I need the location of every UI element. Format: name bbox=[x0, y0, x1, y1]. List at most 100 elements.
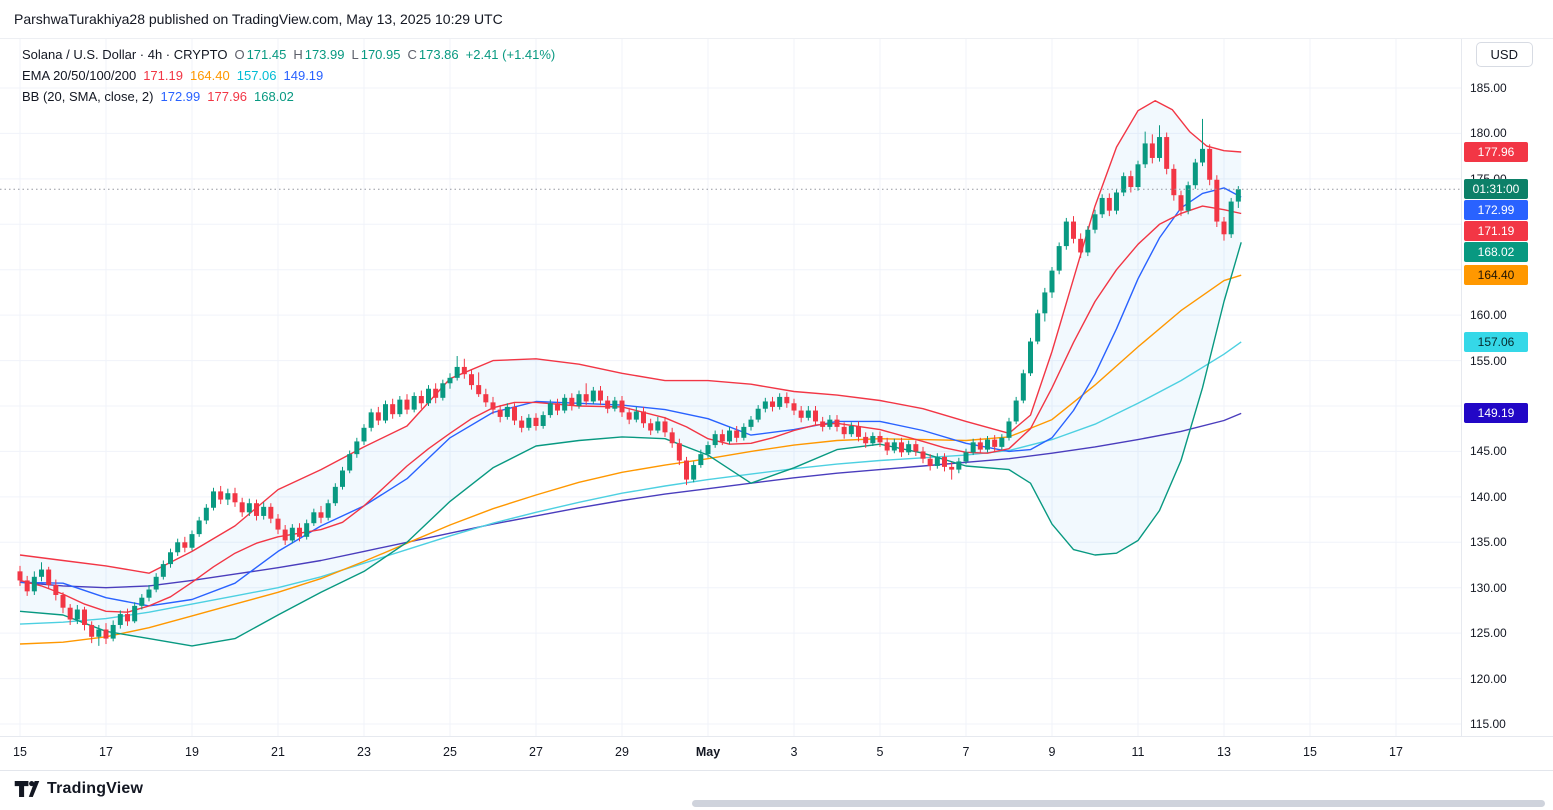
overlay-ema-50 bbox=[19, 274, 1242, 645]
time-axis-label: 3 bbox=[790, 745, 798, 759]
candle-body bbox=[1035, 313, 1041, 342]
candle-body bbox=[418, 396, 424, 404]
candle-body bbox=[519, 420, 525, 428]
candle-body bbox=[232, 493, 238, 503]
candle-body bbox=[540, 415, 546, 426]
candle-body bbox=[1178, 195, 1184, 211]
candle-body bbox=[884, 442, 890, 451]
currency-toggle-button[interactable]: USD bbox=[1475, 42, 1533, 67]
candle-body bbox=[1214, 179, 1220, 222]
candle-body bbox=[762, 401, 768, 409]
candle-body bbox=[1085, 229, 1091, 253]
candle-body bbox=[497, 409, 503, 417]
price-axis[interactable]: 185.00180.00175.00160.00155.00145.00140.… bbox=[1461, 38, 1553, 736]
ohlc-close: C 173.86 bbox=[407, 47, 459, 62]
tradingview-logo-text: TradingView bbox=[47, 780, 144, 797]
time-axis-label: 29 bbox=[615, 745, 629, 759]
change-value: +2.41 (+1.41%) bbox=[465, 47, 556, 62]
candle-body bbox=[332, 486, 338, 504]
legend-bb-row[interactable]: BB (20, SMA, close, 2) 172.99 177.96 168… bbox=[22, 88, 555, 105]
candle-body bbox=[103, 629, 109, 639]
candle-body bbox=[734, 430, 740, 438]
candle-body bbox=[856, 425, 862, 437]
price-axis-label: 180.00 bbox=[1470, 126, 1507, 141]
candle-body bbox=[411, 396, 417, 410]
candle-body bbox=[60, 594, 66, 608]
candle-body bbox=[891, 442, 897, 451]
bb-indicator-title[interactable]: BB (20, SMA, close, 2) bbox=[22, 89, 154, 104]
candle-body bbox=[684, 460, 690, 480]
candle-body bbox=[239, 502, 245, 513]
candle-body bbox=[31, 576, 37, 592]
ema20-badge: 171.19 bbox=[1464, 221, 1528, 242]
legend-ema-row[interactable]: EMA 20/50/100/200 171.19 164.40 157.06 1… bbox=[22, 67, 555, 84]
candle-body bbox=[160, 564, 166, 577]
candle-body bbox=[834, 419, 840, 427]
candle-body bbox=[691, 465, 697, 480]
candle-body bbox=[132, 605, 138, 622]
time-axis[interactable]: 15 17 19 21 23 25 27 29 May 3 5 7 9 11 13 15 17 bbox=[0, 736, 1553, 771]
legend-symbol-row[interactable]: Solana / U.S. Dollar · 4h · CRYPTO O 171.… bbox=[22, 46, 555, 63]
candle-body bbox=[619, 400, 625, 413]
candle-body bbox=[397, 399, 403, 415]
candle-body bbox=[648, 423, 654, 431]
horizontal-scrollbar[interactable] bbox=[692, 800, 1545, 807]
price-axis-label: 115.00 bbox=[1470, 717, 1506, 731]
price-axis-label: 155.00 bbox=[1470, 353, 1507, 368]
candle-body bbox=[1099, 197, 1105, 215]
candle-body bbox=[741, 426, 747, 438]
candle-body bbox=[1056, 246, 1062, 271]
tradingview-brand-link[interactable]: TradingView bbox=[14, 778, 143, 800]
candle-body bbox=[426, 388, 432, 404]
candle-body bbox=[67, 607, 73, 620]
candle-body bbox=[547, 403, 553, 416]
time-axis-label: 15 bbox=[13, 745, 27, 759]
candle-body bbox=[1200, 148, 1206, 163]
candle-body bbox=[175, 542, 181, 553]
candle-body bbox=[927, 458, 933, 466]
candle-body bbox=[282, 529, 288, 541]
candle-body bbox=[254, 503, 260, 516]
candle-body bbox=[626, 412, 632, 420]
bb-upper-value: 177.96 bbox=[207, 89, 248, 104]
candle-body bbox=[956, 461, 962, 470]
time-axis-label: 17 bbox=[1389, 745, 1403, 759]
price-chart[interactable] bbox=[0, 38, 1553, 736]
candle-body bbox=[791, 403, 797, 411]
candle-body bbox=[447, 377, 453, 384]
candle-body bbox=[870, 435, 876, 444]
publish-header: ParshwaTurakhiya28 published on TradingV… bbox=[0, 0, 1553, 39]
publish-header-text: ParshwaTurakhiya28 published on TradingV… bbox=[14, 11, 503, 27]
bb-basis-value: 172.99 bbox=[160, 89, 201, 104]
candle-body bbox=[590, 390, 596, 402]
candle-body bbox=[906, 444, 912, 453]
candle-body bbox=[117, 614, 123, 625]
ema-indicator-title[interactable]: EMA 20/50/100/200 bbox=[22, 68, 137, 83]
candle-body bbox=[1135, 164, 1141, 188]
candle-body bbox=[985, 439, 991, 450]
candle-body bbox=[512, 406, 518, 421]
candle-body bbox=[863, 436, 869, 444]
price-axis-label: 140.00 bbox=[1470, 489, 1507, 504]
symbol-title[interactable]: Solana / U.S. Dollar · 4h · CRYPTO bbox=[22, 47, 228, 62]
time-axis-label: 5 bbox=[876, 745, 884, 759]
candle-body bbox=[662, 421, 668, 433]
chart-legend: Solana / U.S. Dollar · 4h · CRYPTO O 171.… bbox=[22, 46, 555, 109]
candle-body bbox=[698, 454, 704, 466]
candle-body bbox=[526, 417, 532, 428]
candle-body bbox=[275, 518, 281, 530]
candle-body bbox=[1042, 292, 1048, 314]
price-axis-label: 135.00 bbox=[1470, 535, 1507, 550]
candle-body bbox=[583, 394, 589, 402]
time-axis-label: 21 bbox=[271, 745, 285, 759]
candle-body bbox=[813, 410, 819, 422]
candle-body bbox=[1164, 137, 1170, 169]
candle-body bbox=[1071, 221, 1077, 239]
candle-body bbox=[1142, 143, 1148, 165]
candle-body bbox=[39, 569, 45, 577]
candle-body bbox=[196, 520, 202, 535]
candle-body bbox=[1221, 221, 1227, 235]
candle-body bbox=[383, 404, 389, 421]
candle-body bbox=[641, 411, 647, 424]
overlay-ema-200 bbox=[19, 412, 1242, 589]
